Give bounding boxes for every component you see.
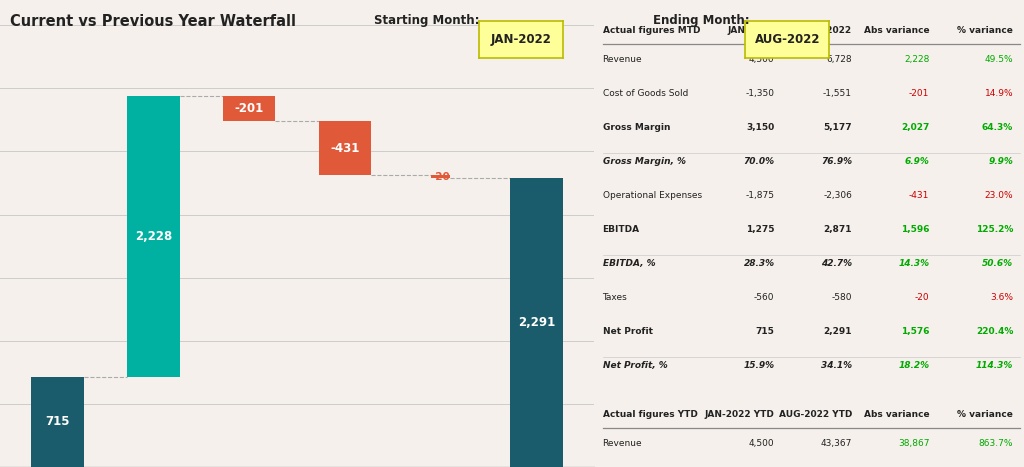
Text: 49.5%: 49.5% (985, 55, 1014, 64)
Text: 715: 715 (45, 415, 70, 428)
Text: EBITDA, %: EBITDA, % (602, 259, 655, 268)
Text: % variance: % variance (957, 26, 1014, 35)
Text: 2,871: 2,871 (823, 225, 852, 234)
Text: 715: 715 (756, 327, 774, 336)
Text: -431: -431 (330, 142, 359, 155)
Text: 38,867: 38,867 (898, 439, 930, 447)
Text: EBITDA: EBITDA (602, 225, 640, 234)
Text: Net Profit: Net Profit (602, 327, 652, 336)
Text: -1,551: -1,551 (823, 89, 852, 98)
Text: Cost of Goods Sold: Cost of Goods Sold (602, 89, 688, 98)
Text: 2,228: 2,228 (904, 55, 930, 64)
Text: -20: -20 (914, 293, 930, 302)
Bar (31, 377, 84, 467)
Bar (127, 96, 179, 377)
Text: Taxes: Taxes (602, 293, 628, 302)
Text: 15.9%: 15.9% (743, 361, 774, 370)
Text: 114.3%: 114.3% (976, 361, 1014, 370)
Text: 14.9%: 14.9% (985, 89, 1014, 98)
Text: 3,150: 3,150 (746, 123, 774, 132)
Text: 4,500: 4,500 (749, 55, 774, 64)
Text: -2,306: -2,306 (823, 191, 852, 200)
Text: Abs variance: Abs variance (864, 410, 930, 418)
Text: 34.1%: 34.1% (821, 361, 852, 370)
Text: 2,291: 2,291 (823, 327, 852, 336)
Text: AUG-2022: AUG-2022 (755, 33, 820, 46)
Text: Current vs Previous Year Waterfall: Current vs Previous Year Waterfall (10, 14, 296, 29)
Text: 2,027: 2,027 (901, 123, 930, 132)
Text: AUG-2022 YTD: AUG-2022 YTD (778, 410, 852, 418)
Text: 1,596: 1,596 (901, 225, 930, 234)
Bar (431, 175, 450, 178)
Text: 2,291: 2,291 (518, 316, 555, 329)
Text: 2,228: 2,228 (134, 230, 172, 243)
Text: 6.9%: 6.9% (904, 157, 930, 166)
Text: -431: -431 (909, 191, 930, 200)
Text: Actual figures MTD: Actual figures MTD (602, 26, 700, 35)
Text: -1,350: -1,350 (745, 89, 774, 98)
Text: 863.7%: 863.7% (979, 439, 1014, 447)
Text: 14.3%: 14.3% (898, 259, 930, 268)
Text: Revenue: Revenue (602, 55, 642, 64)
Text: Net Profit, %: Net Profit, % (602, 361, 668, 370)
Text: Gross Margin: Gross Margin (602, 123, 670, 132)
Text: 4,500: 4,500 (749, 439, 774, 447)
Text: 220.4%: 220.4% (976, 327, 1014, 336)
Text: 1,275: 1,275 (746, 225, 774, 234)
Text: JAN-2022 YTD: JAN-2022 YTD (705, 410, 774, 418)
Text: Revenue: Revenue (602, 439, 642, 447)
Text: -1,875: -1,875 (745, 191, 774, 200)
Text: 64.3%: 64.3% (982, 123, 1014, 132)
Text: 9.9%: 9.9% (988, 157, 1014, 166)
Bar (318, 121, 372, 175)
Text: Ending Month:: Ending Month: (653, 14, 750, 27)
Text: 70.0%: 70.0% (743, 157, 774, 166)
Text: 42.7%: 42.7% (821, 259, 852, 268)
Text: Starting Month:: Starting Month: (374, 14, 479, 27)
Text: -20: -20 (431, 171, 450, 182)
Text: 1,576: 1,576 (901, 327, 930, 336)
Text: 76.9%: 76.9% (821, 157, 852, 166)
Text: 125.2%: 125.2% (976, 225, 1014, 234)
Text: 3.6%: 3.6% (990, 293, 1014, 302)
Text: Abs variance: Abs variance (864, 26, 930, 35)
Text: -201: -201 (234, 102, 264, 115)
Text: -201: -201 (909, 89, 930, 98)
Text: 50.6%: 50.6% (982, 259, 1014, 268)
Text: % variance: % variance (957, 410, 1014, 418)
Text: 43,367: 43,367 (820, 439, 852, 447)
Text: 23.0%: 23.0% (985, 191, 1014, 200)
Text: -560: -560 (754, 293, 774, 302)
Text: -580: -580 (831, 293, 852, 302)
Text: Gross Margin, %: Gross Margin, % (602, 157, 685, 166)
Text: 5,177: 5,177 (823, 123, 852, 132)
Text: 18.2%: 18.2% (898, 361, 930, 370)
Bar (510, 178, 563, 467)
Text: 28.3%: 28.3% (743, 259, 774, 268)
Text: AUG-2022: AUG-2022 (802, 26, 852, 35)
Text: Operational Expenses: Operational Expenses (602, 191, 701, 200)
Text: JAN-2022: JAN-2022 (490, 33, 552, 46)
Text: JAN-2022: JAN-2022 (728, 26, 774, 35)
Bar (223, 96, 275, 121)
Text: Actual figures YTD: Actual figures YTD (602, 410, 697, 418)
Text: 6,728: 6,728 (826, 55, 852, 64)
